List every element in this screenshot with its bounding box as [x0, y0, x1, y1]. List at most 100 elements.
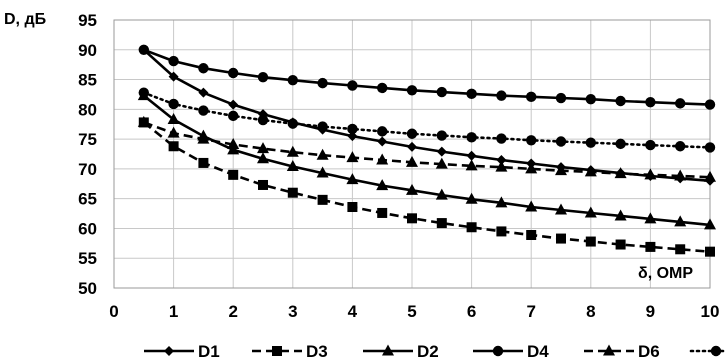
data-point-d6	[555, 164, 567, 176]
data-point-d2	[525, 200, 538, 212]
x-tick-label: 3	[288, 302, 297, 321]
data-point-d5	[496, 133, 507, 144]
data-point-d6	[286, 145, 299, 157]
data-point-d6	[346, 151, 359, 163]
x-tick-label: 1	[169, 302, 178, 321]
data-point-d6	[376, 153, 389, 165]
legend-label-d4: D4	[527, 342, 549, 361]
legend-marker-d2	[382, 344, 394, 356]
data-point-d5	[347, 123, 358, 135]
data-point-d3	[675, 244, 686, 255]
data-point-d2	[704, 218, 716, 230]
data-point-d6	[644, 168, 657, 180]
legend-item-d6: D6	[584, 342, 660, 361]
legend-item-d1: D1	[144, 342, 220, 361]
data-point-d6	[614, 167, 627, 179]
data-point-d3	[258, 179, 268, 190]
series-d5	[138, 87, 716, 153]
data-point-d6	[674, 169, 687, 181]
data-point-d3	[526, 229, 537, 240]
data-point-d4	[228, 67, 239, 79]
data-point-d4	[675, 98, 686, 109]
data-point-d4	[317, 77, 328, 89]
data-point-d2	[555, 203, 567, 215]
data-point-d4	[555, 92, 567, 104]
data-point-d3	[585, 236, 596, 247]
y-tick-label: 85	[78, 71, 97, 90]
data-point-d2	[495, 196, 508, 208]
y-tick-label: 70	[78, 160, 97, 179]
data-point-d3	[198, 157, 209, 168]
legend-label-d3: D3	[306, 342, 328, 361]
legend-marker-d3	[272, 346, 282, 356]
data-point-d1	[228, 99, 239, 110]
legend-item-d5: D5	[689, 345, 725, 357]
legend-marker-d4	[492, 345, 504, 357]
grid-lines	[113, 19, 711, 289]
data-point-d6	[525, 162, 538, 174]
data-point-d3	[407, 213, 417, 224]
legend-marker-d1	[164, 346, 174, 356]
data-point-d2	[435, 188, 448, 200]
data-point-d1	[347, 131, 358, 142]
x-tick-label: 2	[228, 302, 237, 321]
data-point-d3	[556, 233, 566, 244]
legend-marker-d6	[603, 344, 615, 356]
data-point-d6	[167, 126, 180, 138]
data-point-d1	[198, 87, 209, 98]
y-tick-label: 50	[78, 279, 97, 298]
data-point-d3	[377, 207, 388, 218]
data-point-d6	[465, 159, 478, 171]
data-point-d6	[406, 155, 418, 167]
data-point-d5	[406, 128, 418, 139]
data-point-d1	[377, 136, 388, 147]
data-point-d2	[167, 112, 180, 124]
x-tick-label: 4	[348, 302, 358, 321]
data-point-d4	[138, 44, 149, 55]
data-point-d5	[526, 135, 537, 146]
legend-marker-d5	[710, 345, 722, 357]
data-point-d4	[466, 88, 477, 100]
data-point-d6	[435, 157, 448, 169]
y-tick-label: 95	[78, 11, 97, 30]
data-point-d4	[287, 74, 298, 86]
data-point-d2	[286, 160, 299, 172]
series-line-d6	[143, 121, 711, 179]
data-point-d5	[675, 141, 686, 152]
data-point-d3	[645, 241, 656, 252]
data-point-d1	[168, 71, 179, 82]
y-tick-label: 60	[78, 219, 97, 238]
legend: D1 D3 D2 D4 D6 D5	[144, 342, 725, 361]
data-point-d4	[257, 71, 269, 83]
data-point-d6	[137, 115, 150, 127]
data-point-d2	[346, 173, 359, 185]
data-point-d4	[406, 85, 418, 96]
data-point-d4	[377, 82, 388, 94]
data-point-d6	[316, 148, 329, 160]
data-point-d2	[406, 183, 418, 195]
data-point-d4	[198, 63, 209, 74]
data-point-d5	[466, 132, 477, 143]
data-point-d5	[436, 130, 447, 141]
data-point-d3	[228, 169, 239, 180]
data-point-d6	[704, 170, 716, 182]
data-point-d2	[376, 179, 389, 191]
y-tick-label: 65	[78, 190, 97, 209]
tick-labels: 0 1 2 3 4 5 6 7 8 9 10 50 55 60 65 70 75 80 85 90 95	[78, 11, 719, 321]
x-tick-label: 9	[646, 302, 655, 321]
series-d4	[138, 44, 716, 110]
data-point-d3	[436, 218, 447, 229]
data-point-d5	[615, 138, 626, 150]
data-point-d4	[645, 96, 656, 108]
data-point-d2	[614, 209, 627, 221]
data-point-d4	[347, 80, 358, 91]
data-point-d5	[704, 142, 716, 153]
legend-label-d6: D6	[638, 342, 660, 361]
data-point-d5	[287, 118, 298, 129]
data-point-d3	[317, 194, 328, 205]
legend-item-d3: D3	[252, 342, 328, 361]
series-line-d2	[142, 94, 711, 227]
data-point-d2	[674, 215, 687, 227]
data-point-d6	[257, 142, 269, 154]
